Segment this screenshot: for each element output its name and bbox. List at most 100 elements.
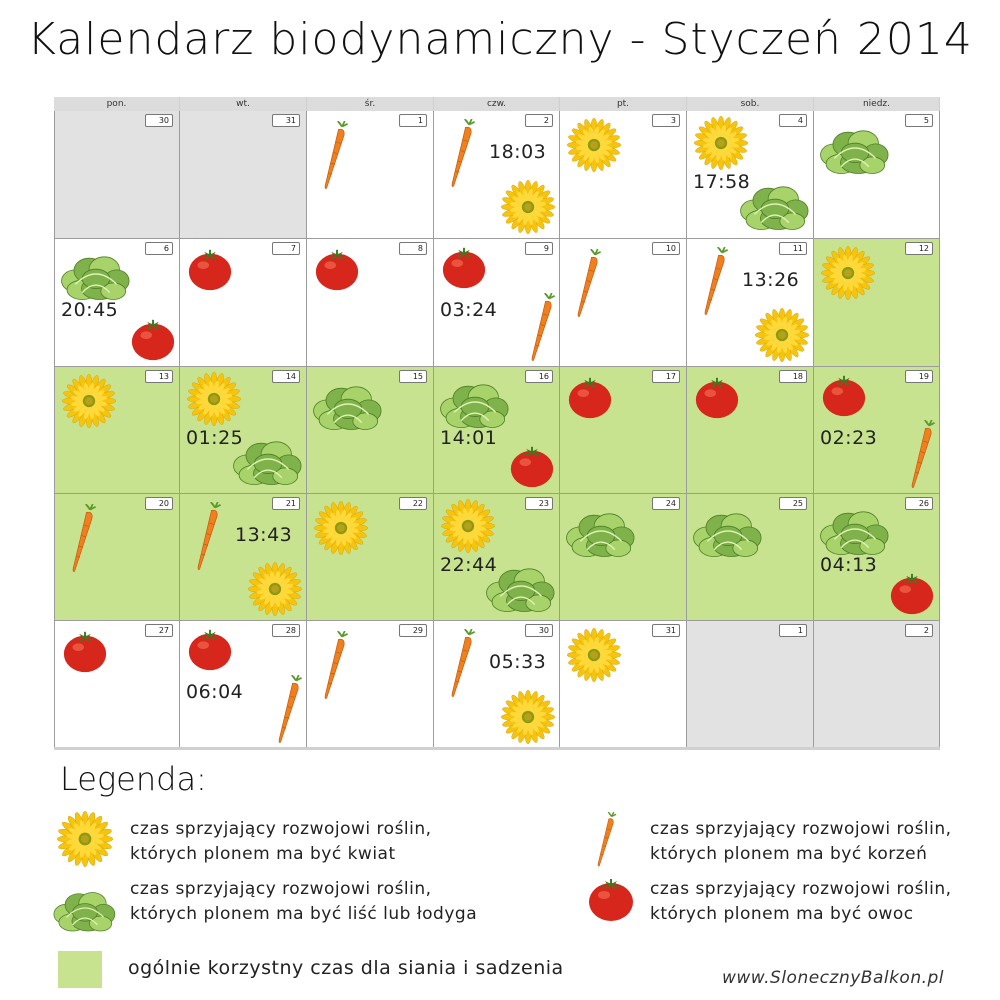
moon-phase-time: 13:26 [742,269,800,291]
flower-icon [820,245,876,305]
day-number: 1 [399,114,427,127]
lettuce-icon [693,500,763,566]
day-cell: 17 [560,367,687,494]
moon-phase-time: 20:45 [61,299,119,321]
day-number: 13 [145,370,173,383]
flower-icon [440,498,496,558]
day-cell: 25 [687,494,814,621]
calendar-bottom-border [54,747,940,750]
day-cell: 19 02:23 [814,367,940,494]
legend-root-text: czas sprzyjający rozwojowi roślin, który… [650,817,952,867]
day-number: 6 [145,242,173,255]
legend-fruit-line1: czas sprzyjający rozwojowi roślin, [650,879,952,899]
flower-icon [247,561,303,620]
weekday-header: pt. [560,97,687,111]
day-number: 5 [905,114,933,127]
tomato-icon [129,315,177,366]
day-cell: 2 [814,621,940,749]
carrot-icon [194,501,222,576]
legend-leaf-line1: czas sprzyjający rozwojowi roślin, [130,879,432,899]
moon-phase-time: 03:24 [440,299,498,321]
legend-fruit-text: czas sprzyjający rozwojowi roślin, który… [650,877,952,927]
day-cell: 1 [307,111,434,239]
lettuce-icon [486,555,556,620]
legend-fruit-line2: których plonem ma być owoc [650,904,914,924]
day-number: 19 [905,370,933,383]
day-number: 30 [145,114,173,127]
weekday-header: pon. [54,97,180,111]
weekday-header: sob. [687,97,814,111]
carrot-icon [448,118,476,193]
calendar-title: Kalendarz biodynamiczny - Styczeń 2014 [27,14,973,65]
day-cell: 30 [54,111,180,239]
day-cell: 7 [180,239,307,367]
day-number: 25 [779,497,807,510]
day-cell: 9 03:24 [434,239,560,367]
tomato-icon [693,373,741,425]
legend-root-line2: których plonem ma być korzeń [650,844,928,864]
flower-icon [56,810,114,872]
carrot-icon [69,503,97,578]
moon-phase-time: 02:23 [820,427,878,449]
weekday-header: wt. [180,97,307,111]
legend-leaf-text: czas sprzyjający rozwojowi roślin, który… [130,877,477,927]
moon-phase-time: 13:43 [235,524,293,546]
day-number: 26 [905,497,933,510]
carrot-icon [592,811,620,872]
legend-green-text: ogólnie korzystny czas dla siania i sadz… [128,957,564,979]
day-cell: 28 06:04 [180,621,307,749]
day-cell: 11 13:26 [687,239,814,367]
lettuce-icon [61,243,131,309]
tomato-icon [888,569,936,620]
flower-icon [500,179,556,238]
day-number: 28 [272,624,300,637]
day-number: 17 [652,370,680,383]
day-cell: 23 22:44 [434,494,560,621]
day-cell: 8 [307,239,434,367]
day-number: 10 [652,242,680,255]
day-cell: 30 05:33 [434,621,560,749]
tomato-icon [508,442,556,493]
legend-flower-text: czas sprzyjający rozwojowi roślin, który… [130,817,432,867]
day-number: 15 [399,370,427,383]
tomato-icon [586,874,636,928]
day-number: 16 [525,370,553,383]
day-number: 29 [399,624,427,637]
day-cell: 2 18:03 [434,111,560,239]
day-cell: 14 01:25 [180,367,307,494]
tomato-icon [440,243,488,295]
moon-phase-time: 22:44 [440,554,498,576]
day-number: 22 [399,497,427,510]
moon-phase-time: 05:33 [489,651,547,673]
watermark: www.SlonecznyBalkon.pl [722,968,945,988]
tomato-icon [820,371,868,423]
day-number: 31 [272,114,300,127]
day-cell: 18 [687,367,814,494]
day-cell: 29 [307,621,434,749]
day-cell: 10 [560,239,687,367]
carrot-icon [528,292,556,366]
day-number: 30 [525,624,553,637]
flower-icon [186,371,242,431]
legend-root-line1: czas sprzyjający rozwojowi roślin, [650,819,952,839]
day-number: 14 [272,370,300,383]
day-number: 3 [652,114,680,127]
moon-phase-time: 06:04 [186,681,244,703]
day-cell: 21 13:43 [180,494,307,621]
day-number: 4 [779,114,807,127]
carrot-icon [701,246,729,321]
carrot-icon [448,628,476,703]
weekday-header: niedz. [814,97,940,111]
lettuce-icon [313,373,383,439]
carrot-icon [574,248,602,323]
legend-title: Legenda: [60,760,207,798]
carrot-icon [321,630,349,705]
day-cell: 12 [814,239,940,367]
day-cell: 15 [307,367,434,494]
day-cell: 5 [814,111,940,239]
day-number: 11 [779,242,807,255]
day-number: 27 [145,624,173,637]
day-number: 24 [652,497,680,510]
moon-phase-time: 17:58 [693,171,751,193]
day-number: 1 [779,624,807,637]
